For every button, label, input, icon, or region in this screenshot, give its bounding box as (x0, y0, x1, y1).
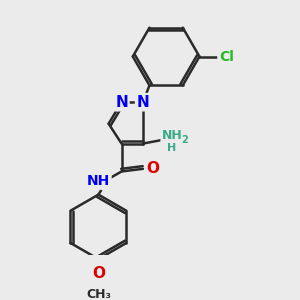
Text: O: O (146, 161, 159, 176)
Text: NH: NH (162, 129, 182, 142)
Text: 2: 2 (182, 135, 188, 145)
Text: O: O (92, 266, 105, 281)
Text: NH: NH (87, 174, 110, 188)
Text: N: N (136, 95, 149, 110)
Text: H: H (167, 143, 177, 153)
Text: CH₃: CH₃ (86, 287, 111, 300)
Text: Cl: Cl (219, 50, 234, 64)
Text: N: N (115, 95, 128, 110)
